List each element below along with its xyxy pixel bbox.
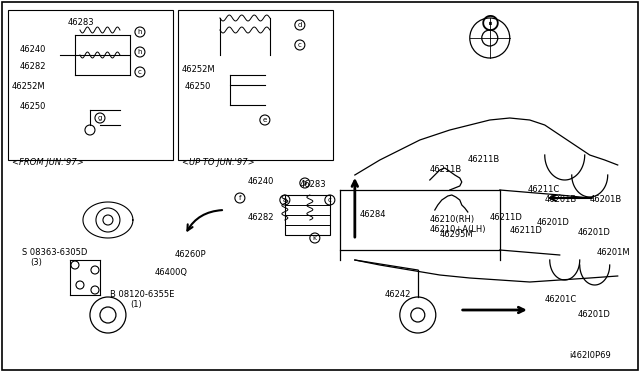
Text: 46283: 46283 (68, 18, 95, 27)
Text: B 08120-6355E: B 08120-6355E (110, 290, 174, 299)
Text: d: d (298, 22, 302, 28)
Text: 46282: 46282 (248, 213, 275, 222)
Text: <FROM JUN.'97>: <FROM JUN.'97> (12, 158, 84, 167)
Text: 46201M: 46201M (596, 248, 630, 257)
Text: 46211D: 46211D (510, 226, 543, 235)
Text: e: e (263, 117, 267, 123)
Text: <UP TO JUN.'97>: <UP TO JUN.'97> (182, 158, 255, 167)
Text: k: k (313, 235, 317, 241)
Text: 46211D: 46211D (490, 213, 523, 222)
Text: f: f (239, 195, 241, 201)
Text: 46201B: 46201B (545, 195, 577, 204)
Text: h: h (138, 29, 142, 35)
Text: g: g (98, 115, 102, 121)
Text: 46201C: 46201C (545, 295, 577, 304)
Text: 46284: 46284 (360, 210, 387, 219)
Text: 46210+A(LH): 46210+A(LH) (430, 225, 486, 234)
Text: 46201B: 46201B (589, 195, 622, 204)
Text: 46211C: 46211C (528, 185, 560, 194)
Text: 46250: 46250 (20, 102, 46, 111)
Text: c: c (138, 69, 142, 75)
Text: 46211B: 46211B (468, 155, 500, 164)
Text: 46240: 46240 (20, 45, 46, 54)
Text: c: c (328, 197, 332, 203)
Text: 46242: 46242 (385, 290, 411, 299)
Text: 46282: 46282 (20, 62, 47, 71)
Text: 46252M: 46252M (182, 65, 216, 74)
Bar (8, 10, 173, 160)
Text: ⊙: ⊙ (479, 12, 500, 36)
Text: 46211B: 46211B (430, 165, 462, 174)
Text: 46260P: 46260P (175, 250, 207, 259)
Text: (1): (1) (130, 300, 141, 309)
Text: 46283: 46283 (300, 180, 326, 189)
Text: (3): (3) (30, 258, 42, 267)
Text: c: c (298, 42, 302, 48)
Text: 46250: 46250 (185, 82, 211, 91)
Bar (178, 10, 333, 160)
Bar (285, 195, 330, 235)
Text: 46295M: 46295M (440, 230, 474, 239)
Text: 46400Q: 46400Q (155, 268, 188, 277)
Text: S 08363-6305D: S 08363-6305D (22, 248, 88, 257)
Text: b: b (303, 180, 307, 186)
Text: 46201D: 46201D (537, 218, 570, 227)
Text: 46201D: 46201D (578, 228, 611, 237)
Text: 46210(RH): 46210(RH) (430, 215, 475, 224)
Text: 46252M: 46252M (12, 82, 45, 91)
Text: i462I0P69: i462I0P69 (570, 351, 611, 360)
Text: 46201D: 46201D (578, 310, 611, 319)
Text: h: h (138, 49, 142, 55)
Text: 46240: 46240 (248, 177, 275, 186)
Text: a: a (283, 197, 287, 203)
